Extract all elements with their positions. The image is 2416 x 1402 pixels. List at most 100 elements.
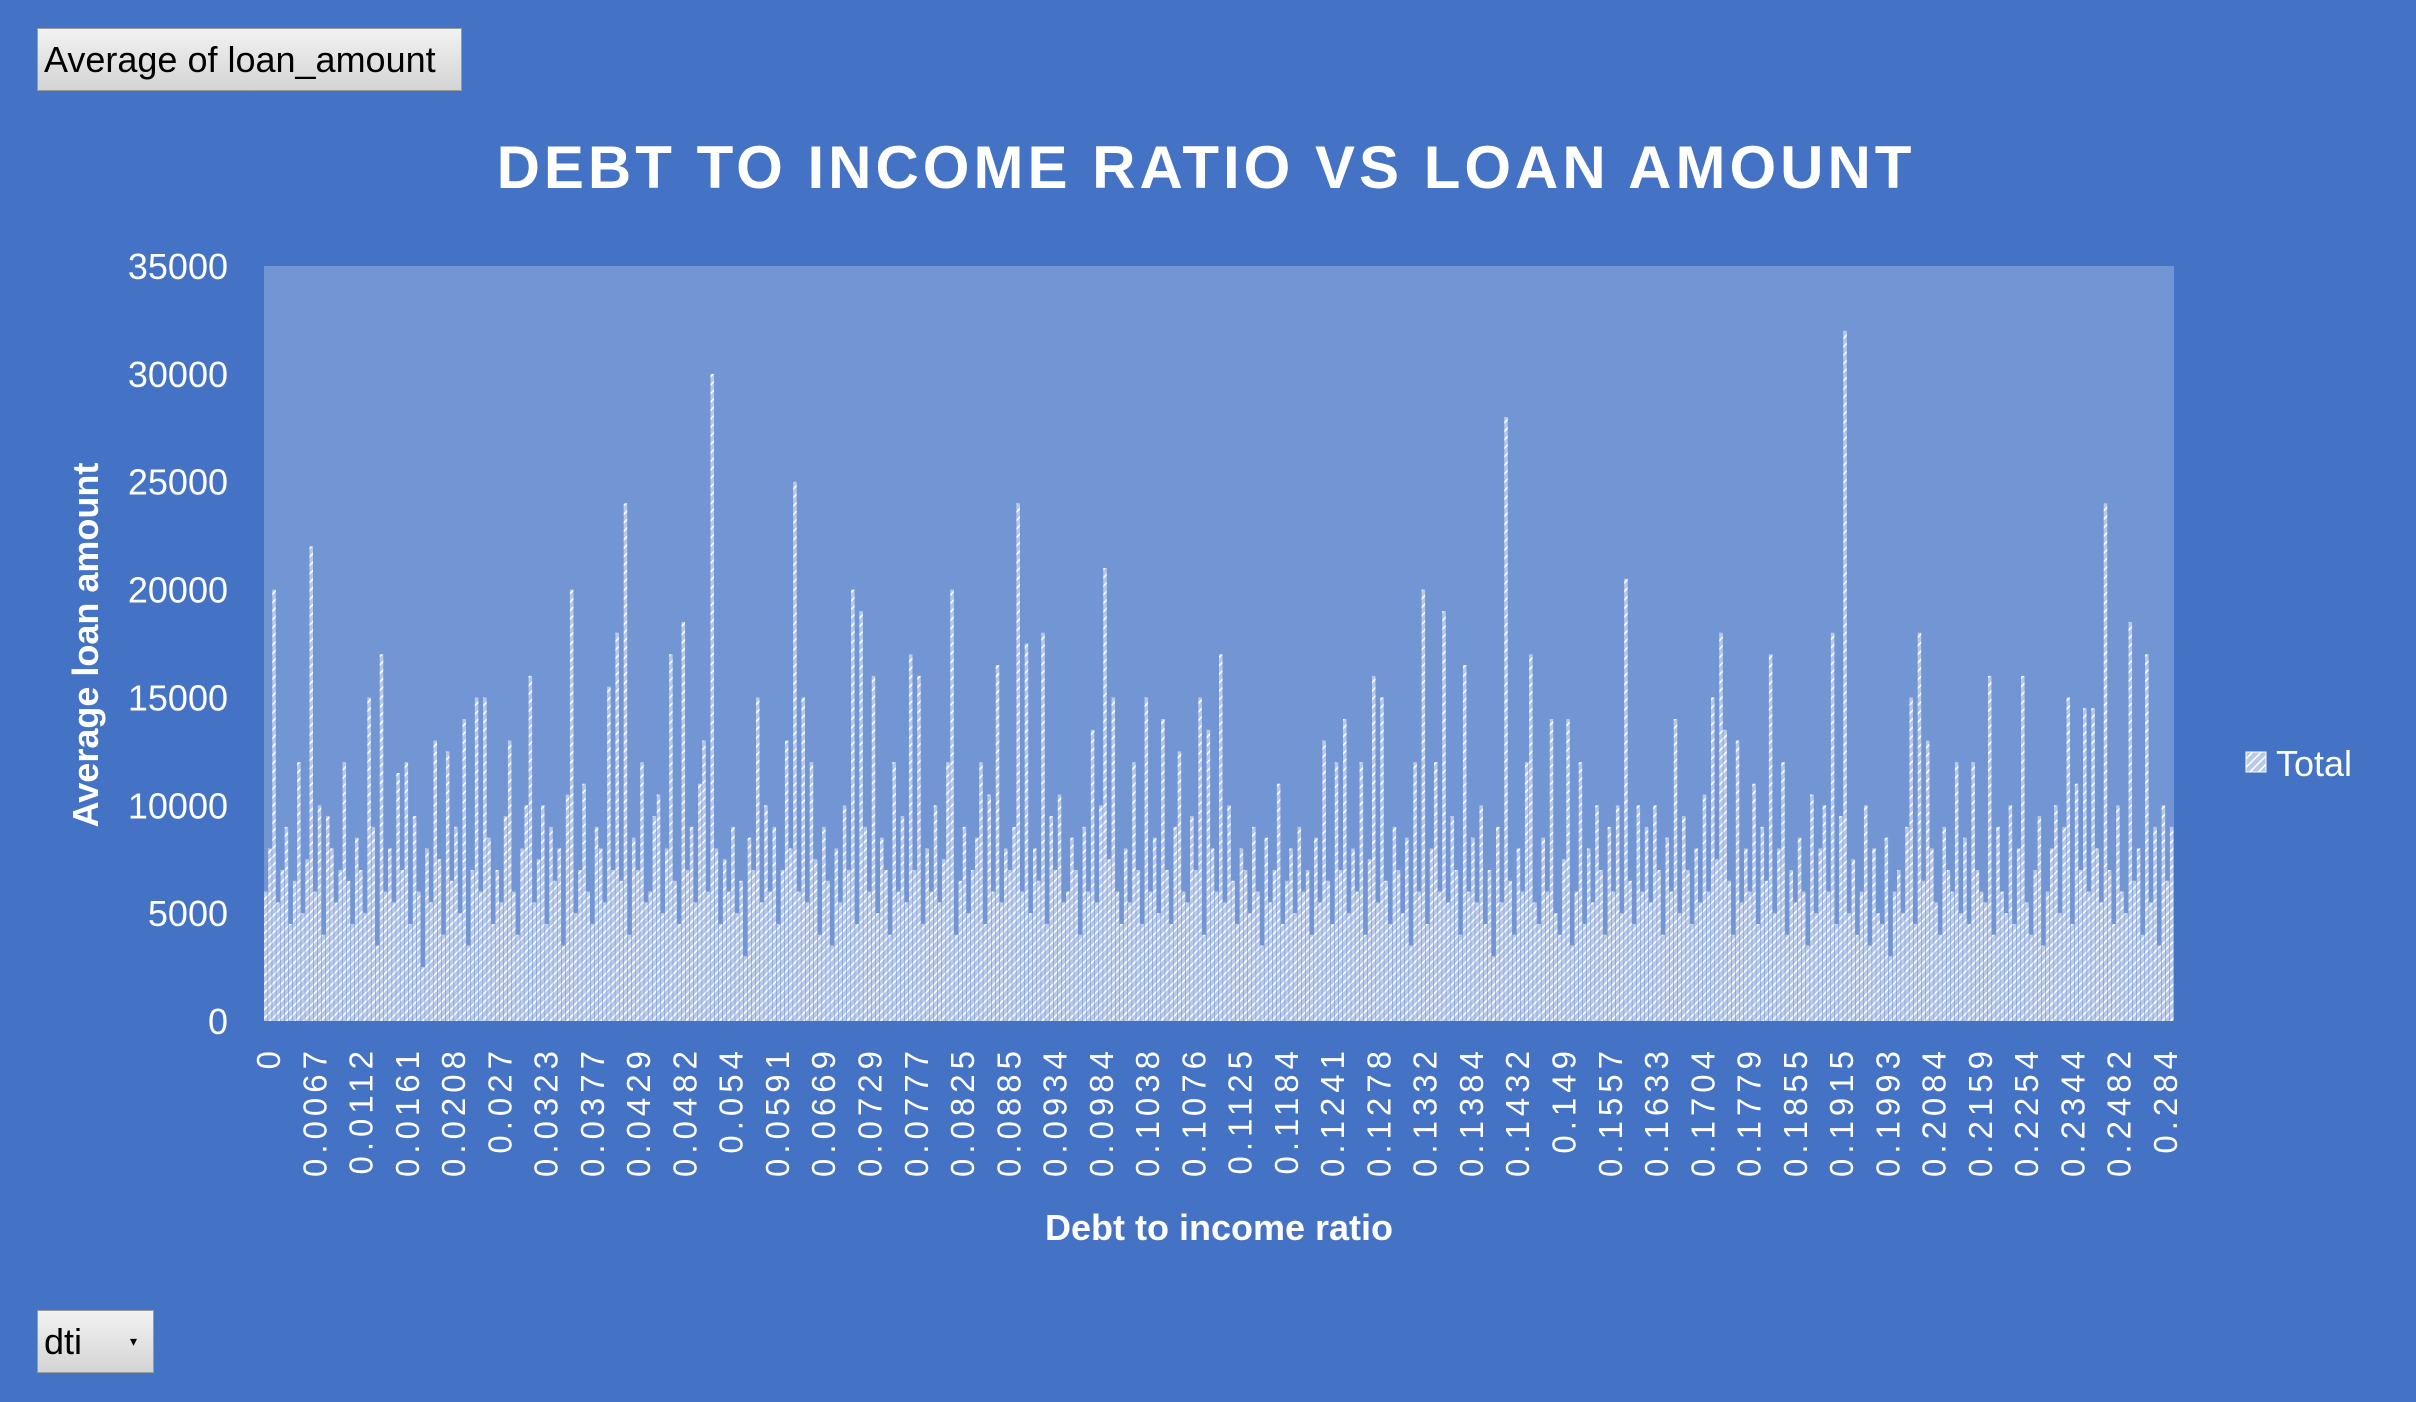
bar: [594, 826, 599, 1021]
bar: [421, 967, 425, 1021]
bar: [574, 913, 578, 1021]
bar: [859, 611, 863, 1021]
bar: [2116, 805, 2120, 1021]
bar: [1297, 826, 1302, 1021]
bar: [264, 891, 268, 1021]
bar: [483, 697, 487, 1021]
bar: [809, 762, 814, 1021]
bar: [747, 837, 752, 1021]
bar: [1640, 891, 1645, 1021]
bar: [1549, 719, 1554, 1021]
value-field-button[interactable]: Average of loan_amount: [37, 28, 462, 91]
bar: [1558, 934, 1562, 1021]
bar: [2012, 923, 2017, 1021]
bar: [884, 870, 888, 1021]
bar: [1723, 729, 1727, 1021]
bar: [1529, 654, 1533, 1021]
bar: [1041, 632, 1045, 1021]
bar: [561, 945, 566, 1021]
bar: [1330, 923, 1335, 1021]
bar: [1450, 816, 1455, 1021]
bar: [983, 923, 987, 1021]
bar: [1173, 826, 1178, 1021]
legend-entry-total: Total: [2276, 743, 2352, 784]
bar: [1078, 934, 1082, 1021]
bar: [1599, 870, 1603, 1021]
bar: [1314, 837, 1318, 1021]
bar: [1719, 632, 1723, 1021]
bar: [1016, 503, 1020, 1021]
bar: [1859, 891, 1864, 1021]
bar: [1934, 902, 1938, 1021]
bar: [1847, 913, 1851, 1021]
bar: [1289, 848, 1293, 1021]
bar: [2049, 848, 2054, 1021]
bar: [1826, 891, 1831, 1021]
bar: [1901, 913, 1905, 1021]
bar: [975, 837, 979, 1021]
y-axis: 0 5000 10000 15000 20000 25000 30000 35000: [128, 246, 228, 1042]
x-tick-label: 0.0669: [805, 1046, 842, 1177]
bar: [458, 913, 462, 1021]
bar: [354, 837, 359, 1021]
bar: [1049, 816, 1054, 1021]
bar: [1351, 848, 1355, 1021]
bar: [2078, 870, 2083, 1021]
bar: [2062, 826, 2066, 1021]
bar: [1128, 902, 1132, 1021]
bar: [826, 880, 830, 1021]
bar: [772, 826, 777, 1021]
x-axis: 0 0.0067 0.0112 0.0161 0.0208 0.027 0.0323 0.03…: [250, 1046, 2184, 1177]
hatched-square-icon: [2245, 751, 2267, 773]
bar: [2157, 945, 2161, 1021]
bar: [1020, 891, 1025, 1021]
bar: [739, 880, 743, 1021]
bar: [954, 934, 958, 1021]
bar: [379, 654, 384, 1021]
bar: [1355, 891, 1359, 1021]
bar: [793, 481, 797, 1022]
bar: [797, 891, 801, 1021]
bar: [851, 589, 855, 1021]
bar-series-total: [264, 330, 2174, 1022]
bar: [830, 945, 834, 1021]
bar: [1917, 632, 1922, 1021]
bar: [1090, 729, 1095, 1021]
bar: [623, 503, 628, 1021]
bar: [367, 697, 371, 1021]
bar: [598, 848, 603, 1021]
bar: [995, 665, 1000, 1021]
bar: [1541, 837, 1545, 1021]
x-tick-label: 0.0377: [574, 1046, 611, 1177]
bar: [784, 740, 789, 1021]
bar: [1607, 826, 1612, 1021]
y-tick-label: 5000: [148, 893, 228, 934]
bar: [1396, 870, 1401, 1021]
bar: [1281, 923, 1285, 1021]
bar: [2016, 848, 2021, 1021]
bar: [764, 805, 768, 1021]
bar: [1210, 848, 1215, 1021]
bar: [1520, 891, 1525, 1021]
bar: [1061, 902, 1066, 1021]
bar: [462, 719, 466, 1021]
bar: [1897, 870, 1901, 1021]
bar: [1603, 934, 1608, 1021]
bar: [1433, 762, 1438, 1021]
axis-field-dropdown[interactable]: dti ▾: [37, 1310, 154, 1373]
bar: [326, 816, 330, 1021]
bar: [2054, 805, 2058, 1021]
bar: [2091, 708, 2095, 1021]
bar: [586, 891, 590, 1021]
bar: [313, 891, 318, 1021]
bar: [863, 826, 867, 1021]
x-tick-label: 0.1278: [1360, 1046, 1397, 1177]
y-tick-label: 10000: [128, 785, 228, 826]
bar: [1611, 891, 1616, 1021]
bar: [590, 923, 595, 1021]
bar: [1876, 913, 1880, 1021]
bar: [1165, 870, 1169, 1021]
bar: [702, 740, 706, 1021]
bar: [565, 794, 570, 1021]
x-tick-label: 0.1704: [1684, 1046, 1721, 1177]
